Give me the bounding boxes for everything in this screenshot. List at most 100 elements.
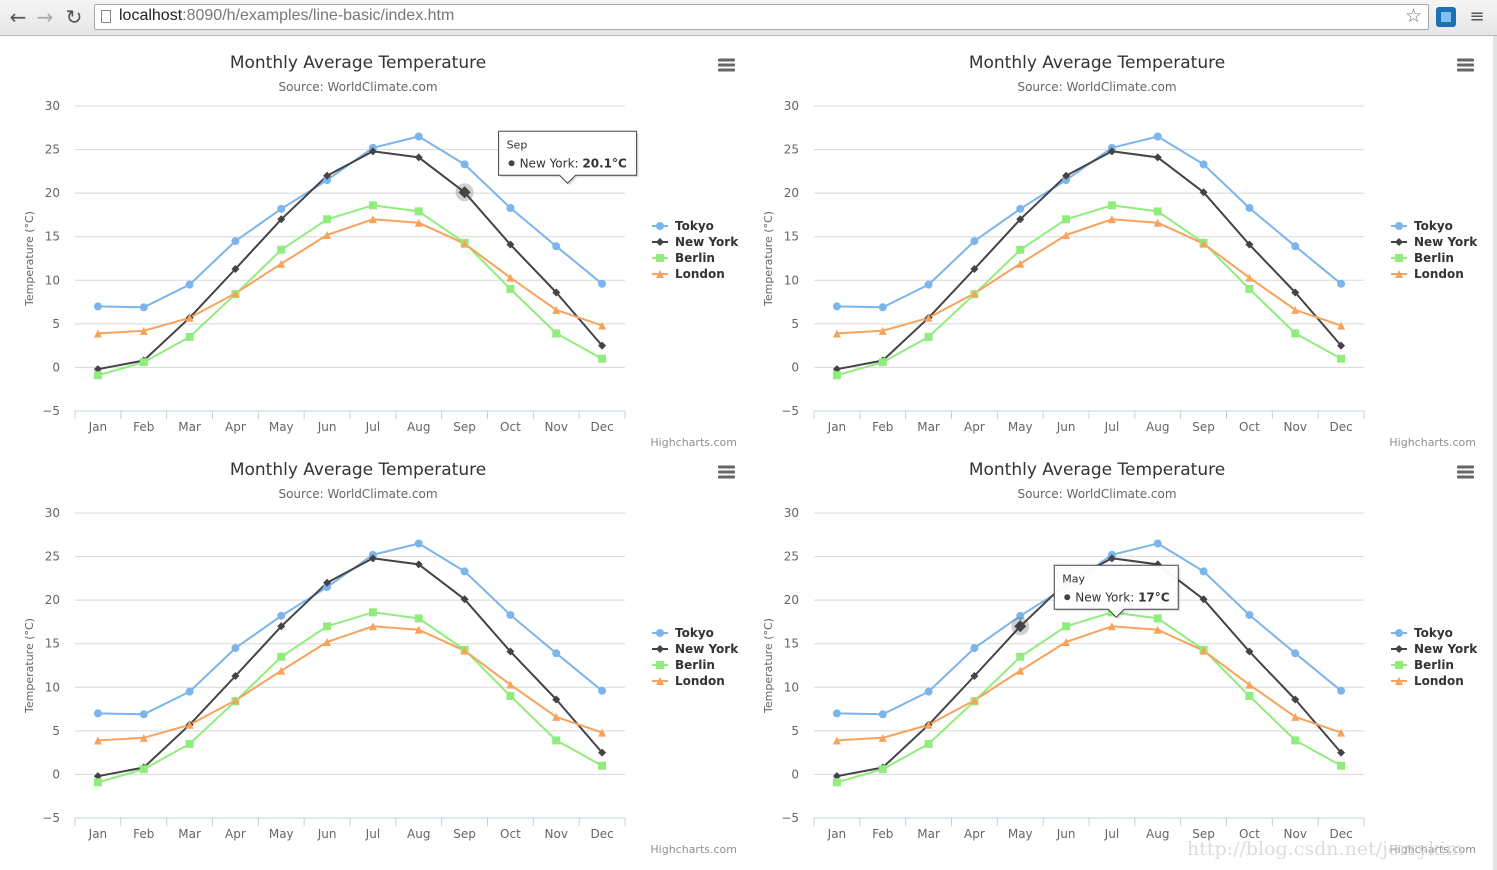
data-point[interactable] xyxy=(460,646,469,655)
data-point[interactable] xyxy=(832,302,841,311)
legend-item[interactable]: Berlin xyxy=(652,251,715,265)
data-point[interactable] xyxy=(1291,649,1300,658)
data-point[interactable] xyxy=(878,303,887,312)
data-point[interactable] xyxy=(598,761,607,770)
data-point[interactable] xyxy=(323,230,332,239)
data-point[interactable] xyxy=(506,240,515,249)
data-point[interactable] xyxy=(878,765,887,774)
data-point[interactable] xyxy=(598,728,607,737)
data-point[interactable] xyxy=(1291,242,1300,251)
data-point[interactable] xyxy=(924,720,933,729)
data-point[interactable] xyxy=(139,765,148,774)
data-point[interactable] xyxy=(139,710,148,719)
data-point[interactable] xyxy=(185,280,194,289)
data-point[interactable] xyxy=(231,671,240,680)
data-point[interactable] xyxy=(552,712,561,721)
data-point[interactable] xyxy=(878,326,887,335)
url-text[interactable]: localhost:8090/h/examples/line-basic/ind… xyxy=(119,7,454,25)
data-point[interactable] xyxy=(185,739,194,748)
data-point[interactable] xyxy=(231,237,240,246)
credits-link[interactable]: Highcharts.com xyxy=(1389,436,1476,449)
data-point[interactable] xyxy=(598,748,607,757)
data-point[interactable] xyxy=(1245,680,1254,689)
data-point[interactable] xyxy=(552,305,561,314)
data-point[interactable] xyxy=(1062,637,1071,646)
legend-item[interactable]: New York xyxy=(652,642,739,656)
data-point[interactable] xyxy=(1291,329,1300,338)
data-point[interactable] xyxy=(1337,728,1346,737)
data-point[interactable] xyxy=(231,696,240,705)
data-point[interactable] xyxy=(277,652,286,661)
data-point[interactable] xyxy=(185,687,194,696)
data-point[interactable] xyxy=(231,289,240,298)
data-point[interactable] xyxy=(970,237,979,246)
data-point[interactable] xyxy=(93,709,102,718)
data-point[interactable] xyxy=(1291,695,1300,704)
series-line-new-york[interactable] xyxy=(836,150,1342,371)
legend-symbol[interactable] xyxy=(1395,222,1403,230)
data-point[interactable] xyxy=(414,614,423,623)
forward-icon[interactable]: → xyxy=(36,5,54,29)
series-line-new-york[interactable] xyxy=(97,557,603,778)
legend-symbol[interactable] xyxy=(656,254,664,262)
hovered-point[interactable] xyxy=(458,186,471,199)
data-point[interactable] xyxy=(1016,215,1025,224)
data-point[interactable] xyxy=(1245,273,1254,282)
legend-item[interactable]: Berlin xyxy=(1391,658,1454,672)
data-point[interactable] xyxy=(878,710,887,719)
data-point[interactable] xyxy=(506,647,515,656)
data-point[interactable] xyxy=(368,608,377,617)
data-point[interactable] xyxy=(1016,245,1025,254)
legend-item[interactable]: London xyxy=(1391,267,1464,281)
data-point[interactable] xyxy=(277,666,286,675)
data-point[interactable] xyxy=(1199,595,1208,604)
legend-symbol[interactable] xyxy=(1395,677,1403,685)
data-point[interactable] xyxy=(1153,132,1162,141)
data-point[interactable] xyxy=(1199,567,1208,576)
data-point[interactable] xyxy=(277,204,286,213)
data-point[interactable] xyxy=(414,207,423,216)
legend-item[interactable]: Tokyo xyxy=(652,626,714,640)
data-point[interactable] xyxy=(277,622,286,631)
data-point[interactable] xyxy=(1337,321,1346,330)
series-line-berlin[interactable] xyxy=(836,611,1342,784)
data-point[interactable] xyxy=(139,358,148,367)
credits-link[interactable]: Highcharts.com xyxy=(1389,843,1476,856)
legend-symbol[interactable] xyxy=(656,238,664,246)
data-point[interactable] xyxy=(1245,610,1254,619)
data-point[interactable] xyxy=(414,539,423,548)
data-point[interactable] xyxy=(832,772,841,781)
data-point[interactable] xyxy=(323,578,332,587)
data-point[interactable] xyxy=(1107,147,1116,156)
credits-link[interactable]: Highcharts.com xyxy=(650,843,737,856)
data-point[interactable] xyxy=(139,326,148,335)
data-point[interactable] xyxy=(368,147,377,156)
data-point[interactable] xyxy=(832,778,841,787)
data-point[interactable] xyxy=(1016,204,1025,213)
data-point[interactable] xyxy=(1062,230,1071,239)
data-point[interactable] xyxy=(924,687,933,696)
data-point[interactable] xyxy=(1107,622,1116,631)
data-point[interactable] xyxy=(598,354,607,363)
data-point[interactable] xyxy=(506,285,515,293)
legend-symbol[interactable] xyxy=(1395,238,1403,246)
data-point[interactable] xyxy=(1107,201,1116,210)
extension-icon[interactable] xyxy=(1436,7,1456,27)
data-point[interactable] xyxy=(368,215,377,224)
data-point[interactable] xyxy=(878,358,887,367)
series-line-tokyo[interactable] xyxy=(97,542,603,716)
data-point[interactable] xyxy=(277,259,286,268)
legend-item[interactable]: Berlin xyxy=(1391,251,1454,265)
data-point[interactable] xyxy=(1291,712,1300,721)
data-point[interactable] xyxy=(506,610,515,619)
legend-item[interactable]: Berlin xyxy=(652,658,715,672)
legend-item[interactable]: Tokyo xyxy=(1391,626,1453,640)
data-point[interactable] xyxy=(93,778,102,787)
data-point[interactable] xyxy=(1337,761,1346,770)
series-line-new-york[interactable] xyxy=(97,150,603,371)
data-point[interactable] xyxy=(1245,203,1254,212)
data-point[interactable] xyxy=(552,695,561,704)
data-point[interactable] xyxy=(1199,646,1208,655)
data-point[interactable] xyxy=(139,733,148,742)
legend-symbol[interactable] xyxy=(656,222,664,230)
